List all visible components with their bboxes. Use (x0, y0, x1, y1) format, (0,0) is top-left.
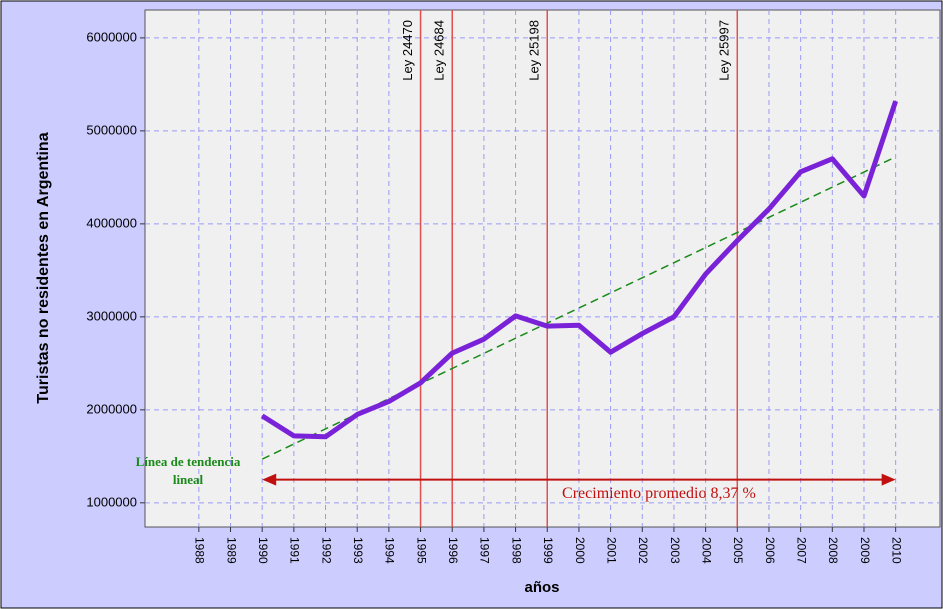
x-tick-label: 1998 (509, 537, 523, 564)
x-tick-label: 1996 (446, 537, 460, 564)
x-tick-label: 1994 (383, 537, 397, 564)
x-tick-label: 1999 (541, 537, 555, 564)
y-tick-label: 2000000 (86, 401, 137, 416)
x-tick-label: 2004 (699, 537, 713, 564)
data-line (260, 100, 899, 440)
y-tick-label: 6000000 (86, 29, 137, 44)
x-tick-label: 2008 (826, 537, 840, 564)
x-tick-label: 1989 (224, 537, 238, 564)
law-label: Ley 25198 (527, 20, 542, 81)
law-label: Ley 24684 (432, 20, 447, 81)
x-tick-label: 2001 (604, 537, 618, 564)
arrow-head (262, 473, 277, 486)
x-tick-label: 2009 (858, 537, 872, 564)
x-tick-label: 2000 (573, 537, 587, 564)
x-tick-label: 1997 (478, 537, 492, 564)
x-tick-label: 1990 (256, 537, 270, 564)
x-tick-label: 1991 (288, 537, 302, 564)
y-tick-label: 1000000 (86, 494, 137, 509)
x-tick-label: 2010 (889, 537, 903, 564)
y-tick-label: 3000000 (86, 308, 137, 323)
x-tick-label: 1992 (319, 537, 333, 564)
x-axis-label: años (524, 579, 559, 596)
y-tick-label: 5000000 (86, 122, 137, 137)
x-tick-label: 1988 (193, 537, 207, 564)
x-tick-label: 2006 (763, 537, 777, 564)
plot-area (144, 9, 941, 528)
arrow-head (881, 473, 896, 486)
trend-label: Línea de tendencia lineal (136, 454, 241, 487)
x-tick-label: 2002 (636, 537, 650, 564)
law-label: Ley 25997 (717, 20, 732, 81)
law-label: Ley 24470 (400, 20, 415, 81)
y-axis-label: Turistas no residentes en Argentina (35, 132, 52, 403)
x-tick-label: 1993 (351, 537, 365, 564)
x-tick-label: 1995 (414, 537, 428, 564)
x-tick-label: 2003 (668, 537, 682, 564)
x-tick-label: 2005 (731, 537, 745, 564)
x-tick-label: 2007 (794, 537, 808, 564)
growth-label: Crecimiento promedio 8,37 % (562, 485, 756, 502)
y-tick-label: 4000000 (86, 215, 137, 230)
